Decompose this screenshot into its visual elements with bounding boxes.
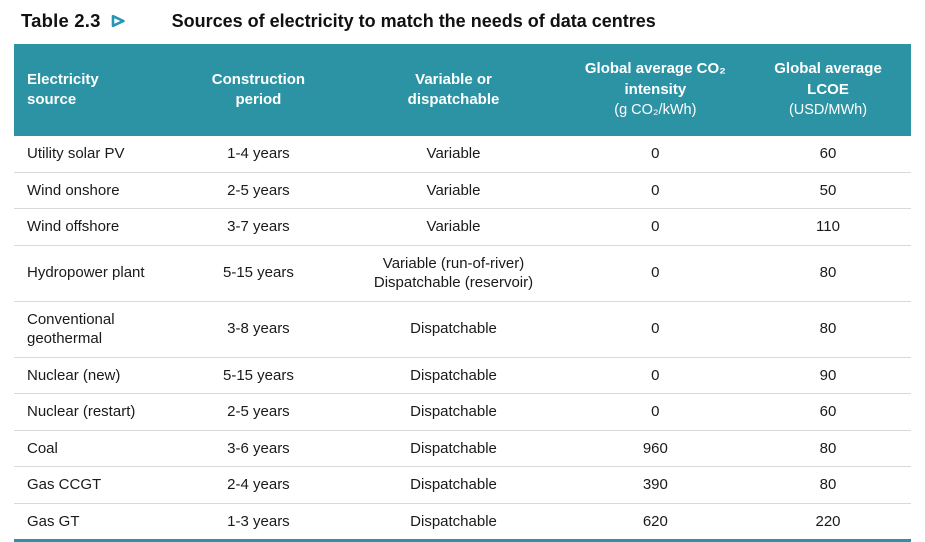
cell-source: Gas CCGT [14, 466, 176, 503]
table-header: Electricity source Construction period V… [14, 44, 911, 136]
dispatch-type-line: Dispatchable [410, 512, 497, 530]
table-row: Nuclear (new) 5-15 years Dispatchable 0 … [14, 356, 911, 394]
dispatch-type-line: Dispatchable [410, 476, 497, 493]
cell-co2-intensity: 390 [565, 466, 746, 503]
header-line: period [235, 91, 282, 108]
header-unit: (USD/MWh) [788, 101, 868, 118]
electricity-sources-table: Electricity source Construction period V… [14, 44, 911, 542]
cell-dispatch-type: Dispatchable [341, 502, 566, 541]
dispatch-type-line: Dispatchable [410, 439, 497, 457]
cell-construction-period: 3-6 years [175, 429, 342, 467]
header-line: Variable or [415, 70, 492, 88]
header-line: intensity [624, 80, 687, 98]
cell-co2-intensity: 0 [565, 208, 746, 245]
dispatch-type-line: Variable [426, 218, 481, 235]
cell-dispatch-type: Dispatchable [341, 429, 566, 467]
dispatch-type-line: Variable [426, 145, 481, 162]
table-row: Coal 3-6 years Dispatchable 960 80 [14, 429, 911, 467]
header-line: Electricity [27, 70, 99, 88]
cell-construction-period: 2-4 years [175, 466, 342, 503]
cell-source: Utility solar PV [14, 136, 176, 172]
cell-dispatch-type: Variable [341, 136, 566, 172]
dispatch-type-line: Variable [426, 181, 481, 199]
cell-co2-intensity: 0 [565, 171, 746, 209]
cell-source: Coal [14, 429, 176, 467]
cell-source: Wind offshore [14, 208, 176, 245]
cell-dispatch-type: Dispatchable [341, 300, 566, 357]
table-body: Utility solar PV 1-4 years Variable 0 60… [14, 136, 911, 541]
cell-source: Hydropower plant [14, 244, 176, 301]
cell-co2-intensity: 0 [565, 136, 746, 172]
table-row: Utility solar PV 1-4 years Variable 0 60 [14, 136, 911, 172]
cell-source: Gas GT [14, 502, 176, 541]
dispatch-type-line: Dispatchable [410, 320, 497, 338]
cell-construction-period: 3-7 years [175, 208, 342, 245]
cell-construction-period: 5-15 years [175, 356, 342, 394]
col-header-lcoe: Global average LCOE (USD/MWh) [745, 44, 911, 136]
cell-construction-period: 1-4 years [175, 136, 342, 172]
cell-lcoe: 60 [745, 136, 911, 172]
cell-dispatch-type: Variable [341, 208, 566, 245]
table-pointer-icon [110, 14, 126, 28]
dispatch-type-line: Dispatchable (reservoir) [373, 274, 534, 291]
header-row: Electricity source Construction period V… [14, 44, 911, 136]
table-row: Nuclear (restart) 2-5 years Dispatchable… [14, 393, 911, 430]
header-line: dispatchable [407, 91, 500, 108]
table-row: Hydropower plant 5-15 years Variable (ru… [14, 244, 911, 301]
cell-lcoe: 80 [745, 466, 911, 503]
header-line: Global average [774, 60, 882, 78]
cell-source: Nuclear (restart) [14, 393, 176, 430]
cell-co2-intensity: 0 [565, 393, 746, 430]
cell-construction-period: 2-5 years [175, 393, 342, 430]
cell-dispatch-type: Dispatchable [341, 356, 566, 394]
dispatch-type-line: Variable (run-of-river) [382, 254, 525, 272]
cell-construction-period: 5-15 years [175, 244, 342, 301]
cell-source: Conventional geothermal [14, 300, 176, 357]
table-row: Wind onshore 2-5 years Variable 0 50 [14, 171, 911, 209]
cell-dispatch-type: Dispatchable [341, 466, 566, 503]
cell-dispatch-type: Variable (run-of-river) Dispatchable (re… [341, 244, 566, 301]
cell-lcoe: 80 [745, 429, 911, 467]
header-unit: (g CO₂/kWh) [614, 101, 697, 118]
header-line: LCOE [807, 80, 849, 98]
cell-lcoe: 220 [745, 502, 911, 541]
table-row: Gas CCGT 2-4 years Dispatchable 390 80 [14, 466, 911, 503]
cell-co2-intensity: 0 [565, 300, 746, 357]
table-row: Conventional geothermal 3-8 years Dispat… [14, 300, 911, 357]
cell-lcoe: 80 [745, 244, 911, 301]
col-header-variable-or-dispatchable: Variable or dispatchable [341, 44, 566, 136]
table-row: Gas GT 1-3 years Dispatchable 620 220 [14, 502, 911, 541]
dispatch-type-line: Dispatchable [410, 403, 497, 420]
dispatch-type-line: Dispatchable [410, 366, 497, 384]
cell-construction-period: 2-5 years [175, 171, 342, 209]
cell-lcoe: 90 [745, 356, 911, 394]
table-row: Wind offshore 3-7 years Variable 0 110 [14, 208, 911, 245]
col-header-construction-period: Construction period [175, 44, 342, 136]
cell-co2-intensity: 0 [565, 356, 746, 394]
header-line: Construction [211, 70, 306, 88]
cell-source: Wind onshore [14, 171, 176, 209]
col-header-co2-intensity: Global average CO₂ intensity (g CO₂/kWh) [565, 44, 746, 136]
cell-construction-period: 3-8 years [175, 300, 342, 357]
cell-lcoe: 50 [745, 171, 911, 209]
cell-lcoe: 110 [745, 208, 911, 245]
cell-lcoe: 80 [745, 300, 911, 357]
header-line: Global average CO₂ [584, 60, 726, 78]
cell-source: Nuclear (new) [14, 356, 176, 394]
header-line: source [27, 91, 77, 108]
table-caption: Table 2.3 Sources of electricity to matc… [14, 7, 911, 35]
col-header-electricity-source: Electricity source [14, 44, 176, 136]
cell-lcoe: 60 [745, 393, 911, 430]
table-title: Sources of electricity to match the need… [171, 10, 656, 31]
cell-co2-intensity: 620 [565, 502, 746, 541]
cell-co2-intensity: 960 [565, 429, 746, 467]
table-number-label: Table 2.3 [21, 10, 101, 31]
cell-dispatch-type: Dispatchable [341, 393, 566, 430]
cell-co2-intensity: 0 [565, 244, 746, 301]
cell-construction-period: 1-3 years [175, 502, 342, 541]
cell-dispatch-type: Variable [341, 171, 566, 209]
